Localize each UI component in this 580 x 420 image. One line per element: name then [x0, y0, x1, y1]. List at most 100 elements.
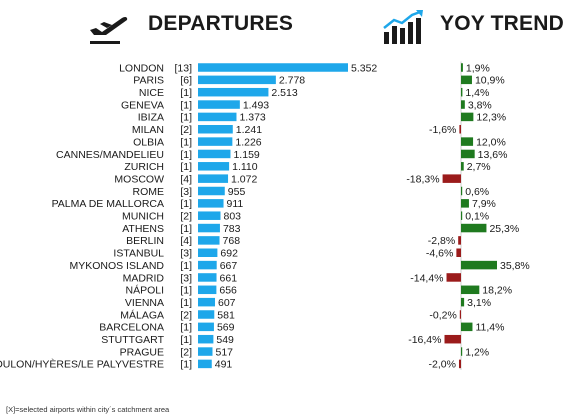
departures-bar — [198, 100, 240, 109]
category-label: MUNICH — [122, 211, 164, 223]
category-label: NICE — [139, 87, 164, 99]
yoy-value-label: 2,7% — [467, 161, 491, 173]
departures-bar — [198, 149, 231, 159]
departures-value-label: 2.778 — [279, 75, 305, 87]
airport-count-label: [1] — [180, 297, 192, 309]
yoy-value-label: 7,9% — [472, 198, 496, 210]
departures-bar — [198, 75, 276, 85]
category-label: ROME — [133, 186, 165, 198]
yoy-value-label: -4,6% — [426, 248, 453, 260]
rising-bar-chart-icon — [382, 8, 426, 51]
departures-value-label: 607 — [218, 297, 236, 309]
airport-count-label: [3] — [180, 272, 192, 284]
departures-bar — [198, 310, 215, 319]
departures-bar — [198, 63, 348, 72]
airport-count-label: [1] — [180, 285, 192, 297]
category-label: STUTTGART — [101, 334, 164, 346]
departures-title: DEPARTURES — [148, 12, 294, 35]
yoy-value-label: 13,6% — [478, 149, 508, 161]
yoy-bar — [461, 149, 475, 159]
yoy-bar — [456, 248, 461, 257]
yoy-bar — [461, 285, 480, 295]
yoy-value-label: 1,9% — [466, 62, 490, 74]
yoy-bar — [442, 174, 461, 183]
yoy-bar — [461, 112, 474, 122]
airport-count-label: [13] — [174, 62, 192, 74]
yoy-bar — [461, 75, 472, 85]
airport-count-label: [1] — [180, 359, 192, 371]
yoy-bar — [461, 199, 469, 208]
yoy-value-label: 35,8% — [500, 260, 530, 272]
airport-count-label: [1] — [180, 260, 192, 272]
category-label: ISTANBUL — [113, 248, 164, 260]
yoy-bar — [461, 63, 463, 72]
airport-count-label: [1] — [180, 223, 192, 235]
airport-count-label: [1] — [180, 112, 192, 124]
yoy-value-label: -2,0% — [429, 359, 456, 371]
category-label: GENEVA — [121, 99, 164, 111]
category-label: ATHENS — [122, 223, 164, 235]
airport-count-label: [1] — [180, 149, 192, 161]
airport-count-label: [3] — [180, 248, 192, 260]
departures-value-label: 1.493 — [243, 99, 269, 111]
departures-value-label: 1.159 — [233, 149, 259, 161]
yoy-bar — [461, 322, 473, 332]
yoy-value-label: 11,4% — [475, 322, 504, 334]
yoy-bar — [461, 100, 465, 109]
departures-value-label: 1.373 — [239, 112, 265, 124]
category-label: MÁLAGA — [120, 308, 164, 321]
category-label: PARIS — [133, 75, 164, 87]
yoy-value-label: 3,1% — [467, 297, 491, 309]
departures-bar — [198, 211, 221, 220]
category-label: BERLIN — [126, 235, 164, 247]
departures-bar — [198, 186, 225, 196]
airport-count-label: [6] — [180, 75, 192, 87]
yoy-value-label: 1,4% — [465, 87, 489, 99]
departures-value-label: 955 — [228, 186, 246, 198]
departures-value-label: 1.072 — [231, 173, 257, 185]
category-label: VIENNA — [125, 297, 164, 309]
airport-count-label: [1] — [180, 161, 192, 173]
departures-value-label: 661 — [220, 272, 238, 284]
departures-bar — [198, 248, 218, 257]
departures-value-label: 783 — [223, 223, 241, 235]
category-label: MYKONOS ISLAND — [69, 260, 164, 272]
departures-value-label: 692 — [220, 248, 238, 260]
yoy-trend-title: YOY TREND — [440, 12, 564, 35]
departures-bar — [198, 223, 220, 233]
category-label: PALMA DE MALLORCA — [52, 198, 164, 210]
departures-bar — [198, 334, 214, 344]
airport-count-label: [2] — [180, 124, 192, 136]
departures-bar — [198, 137, 233, 146]
yoy-value-label: 12,3% — [476, 112, 506, 124]
departures-value-label: 768 — [223, 235, 241, 247]
yoy-bar — [444, 334, 461, 344]
yoy-bar — [461, 186, 463, 196]
yoy-bar — [458, 359, 461, 369]
yoy-value-label: 0,1% — [465, 211, 489, 223]
airport-count-label: [2] — [180, 309, 192, 321]
airport-count-label: [3] — [180, 186, 192, 198]
yoy-bar — [446, 273, 461, 282]
departures-value-label: 517 — [215, 346, 233, 358]
category-label: MADRID — [123, 272, 165, 284]
yoy-bar — [461, 137, 474, 146]
category-label: MOSCOW — [114, 173, 164, 185]
departures-bar — [198, 285, 217, 295]
category-label: OLBIA — [133, 136, 164, 148]
departures-value-label: 1.226 — [235, 136, 261, 148]
yoy-value-label: -2,8% — [428, 235, 455, 247]
departures-bar — [198, 359, 212, 369]
departures-value-label: 569 — [217, 322, 235, 334]
category-label: TOULON/HYÈRES/LE PALYVESTRE — [0, 358, 164, 371]
departures-bar — [198, 347, 213, 356]
yoy-bar — [461, 87, 463, 97]
airport-count-label: [1] — [180, 87, 192, 99]
airport-count-label: [4] — [180, 173, 192, 185]
yoy-bar — [461, 347, 463, 356]
yoy-value-label: -18,3% — [406, 173, 439, 185]
departures-bar — [198, 87, 269, 97]
yoy-value-label: -14,4% — [410, 272, 443, 284]
